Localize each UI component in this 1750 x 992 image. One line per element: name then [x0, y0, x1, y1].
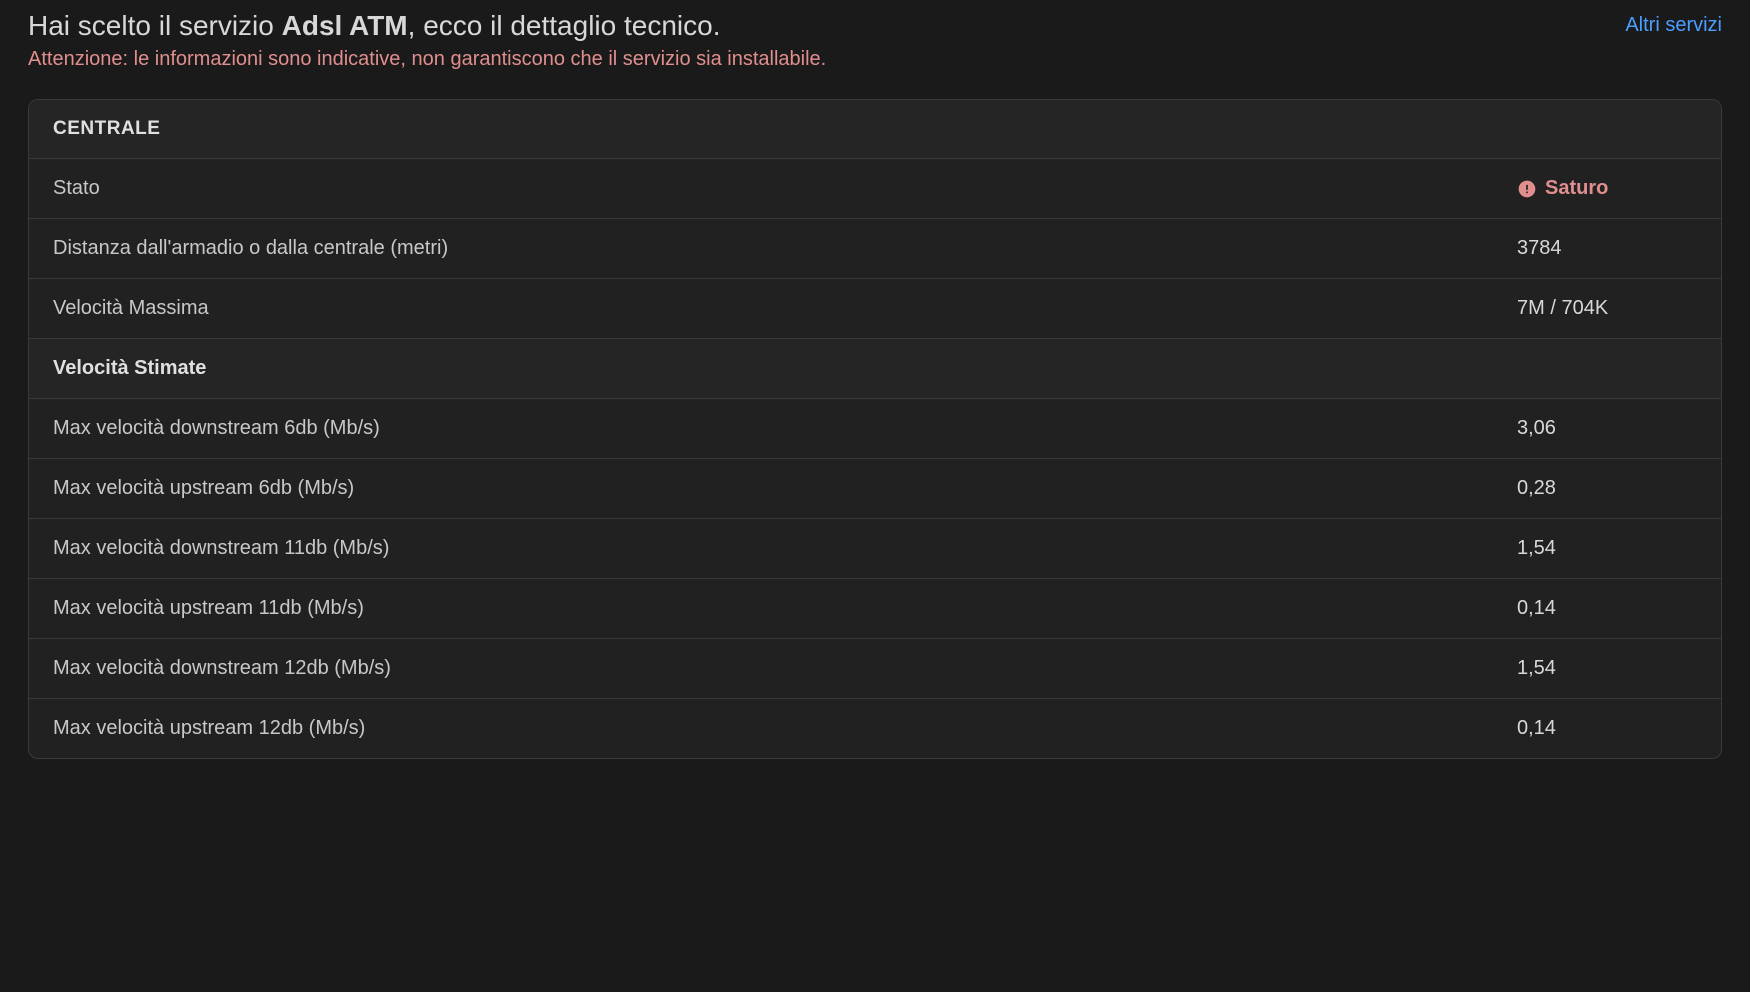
other-services-link[interactable]: Altri servizi: [1625, 14, 1722, 37]
table-row: Max velocità downstream 11db (Mb/s) 1,54: [29, 519, 1721, 579]
row-label: Max velocità downstream 11db (Mb/s): [53, 537, 1517, 560]
subsection-header-speeds: Velocità Stimate: [29, 339, 1721, 399]
table-row: Max velocità upstream 11db (Mb/s) 0,14: [29, 579, 1721, 639]
row-status: Stato Saturo: [29, 159, 1721, 219]
warning-text: Attenzione: le informazioni sono indicat…: [28, 48, 1722, 71]
row-value: 1,54: [1517, 657, 1697, 680]
section-header-centrale: CENTRALE: [29, 100, 1721, 159]
row-label: Max velocità downstream 6db (Mb/s): [53, 417, 1517, 440]
row-label: Max velocità downstream 12db (Mb/s): [53, 657, 1517, 680]
table-row: Distanza dall'armadio o dalla centrale (…: [29, 219, 1721, 279]
status-text: Saturo: [1545, 177, 1608, 200]
row-label: Distanza dall'armadio o dalla centrale (…: [53, 237, 1517, 260]
table-row: Velocità Massima 7M / 704K: [29, 279, 1721, 339]
alert-icon: [1517, 179, 1537, 199]
page-header: Hai scelto il servizio Adsl ATM, ecco il…: [28, 10, 1722, 42]
row-label: Max velocità upstream 11db (Mb/s): [53, 597, 1517, 620]
table-row: Max velocità downstream 6db (Mb/s) 3,06: [29, 399, 1721, 459]
table-row: Max velocità upstream 12db (Mb/s) 0,14: [29, 699, 1721, 758]
row-value: 3,06: [1517, 417, 1697, 440]
row-label: Max velocità upstream 12db (Mb/s): [53, 717, 1517, 740]
details-card: CENTRALE Stato Saturo Distanza dall'arma…: [28, 99, 1722, 759]
row-value: 0,14: [1517, 597, 1697, 620]
row-value: 7M / 704K: [1517, 297, 1697, 320]
row-value: 0,28: [1517, 477, 1697, 500]
row-value: 3784: [1517, 237, 1697, 260]
row-label: Velocità Massima: [53, 297, 1517, 320]
row-value: 0,14: [1517, 717, 1697, 740]
table-row: Max velocità downstream 12db (Mb/s) 1,54: [29, 639, 1721, 699]
title-service: Adsl ATM: [282, 10, 408, 41]
table-row: Max velocità upstream 6db (Mb/s) 0,28: [29, 459, 1721, 519]
page-title: Hai scelto il servizio Adsl ATM, ecco il…: [28, 10, 720, 42]
row-value-status: Saturo: [1517, 177, 1697, 200]
title-prefix: Hai scelto il servizio: [28, 10, 282, 41]
row-label-status: Stato: [53, 177, 1517, 200]
title-suffix: , ecco il dettaglio tecnico.: [408, 10, 721, 41]
row-value: 1,54: [1517, 537, 1697, 560]
row-label: Max velocità upstream 6db (Mb/s): [53, 477, 1517, 500]
